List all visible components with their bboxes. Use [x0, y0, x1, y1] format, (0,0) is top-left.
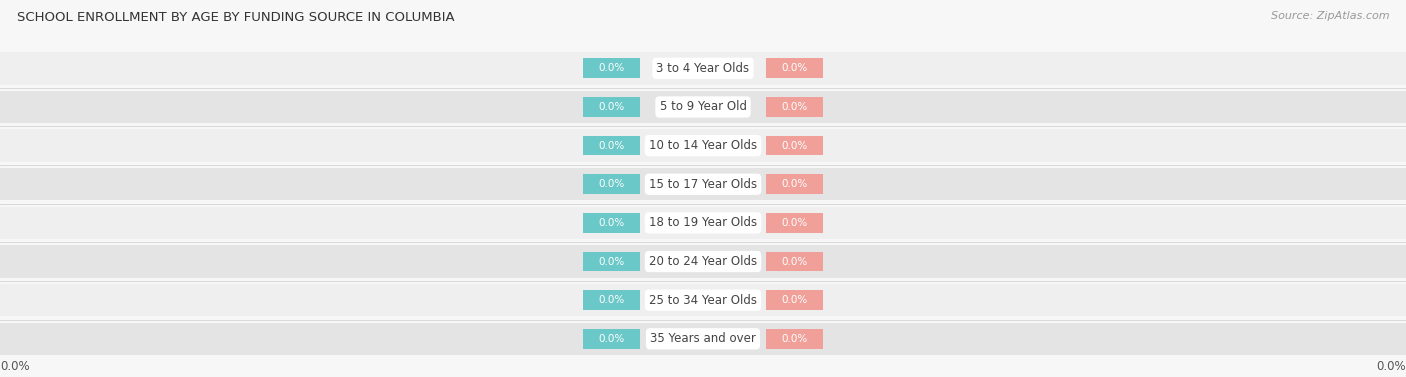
Bar [583, 175, 640, 194]
Bar [0, 245, 1406, 278]
Text: 0.0%: 0.0% [599, 102, 624, 112]
Text: 3 to 4 Year Olds: 3 to 4 Year Olds [657, 62, 749, 75]
Text: 0.0%: 0.0% [599, 218, 624, 228]
Bar [0, 207, 1406, 239]
Text: SCHOOL ENROLLMENT BY AGE BY FUNDING SOURCE IN COLUMBIA: SCHOOL ENROLLMENT BY AGE BY FUNDING SOUR… [17, 11, 454, 24]
Text: 0.0%: 0.0% [782, 334, 807, 344]
Bar [766, 175, 823, 194]
Text: 0.0%: 0.0% [782, 63, 807, 74]
Bar [766, 97, 823, 117]
Bar [583, 329, 640, 349]
Text: 35 Years and over: 35 Years and over [650, 333, 756, 345]
Bar [0, 168, 1406, 201]
Text: 0.0%: 0.0% [0, 360, 30, 373]
Bar [0, 52, 1406, 84]
Text: 0.0%: 0.0% [599, 179, 624, 189]
Text: 0.0%: 0.0% [599, 141, 624, 151]
Bar [583, 290, 640, 310]
Bar [0, 284, 1406, 316]
Text: 0.0%: 0.0% [599, 63, 624, 74]
Text: 20 to 24 Year Olds: 20 to 24 Year Olds [650, 255, 756, 268]
Text: Source: ZipAtlas.com: Source: ZipAtlas.com [1271, 11, 1389, 21]
Bar [583, 213, 640, 233]
Bar [766, 252, 823, 271]
Text: 0.0%: 0.0% [782, 102, 807, 112]
Text: 10 to 14 Year Olds: 10 to 14 Year Olds [650, 139, 756, 152]
Text: 0.0%: 0.0% [782, 295, 807, 305]
Text: 25 to 34 Year Olds: 25 to 34 Year Olds [650, 294, 756, 307]
Text: 0.0%: 0.0% [782, 141, 807, 151]
Bar [583, 136, 640, 155]
Text: 0.0%: 0.0% [782, 179, 807, 189]
Bar [766, 290, 823, 310]
Bar [0, 323, 1406, 355]
Bar [766, 136, 823, 155]
Text: 18 to 19 Year Olds: 18 to 19 Year Olds [650, 216, 756, 229]
Text: 0.0%: 0.0% [1376, 360, 1406, 373]
Text: 5 to 9 Year Old: 5 to 9 Year Old [659, 101, 747, 113]
Bar [766, 58, 823, 78]
Bar [0, 91, 1406, 123]
Bar [583, 252, 640, 271]
Text: 0.0%: 0.0% [782, 256, 807, 267]
Text: 0.0%: 0.0% [782, 218, 807, 228]
Bar [583, 58, 640, 78]
Text: 0.0%: 0.0% [599, 256, 624, 267]
Text: 15 to 17 Year Olds: 15 to 17 Year Olds [650, 178, 756, 191]
Text: 0.0%: 0.0% [599, 334, 624, 344]
Bar [766, 213, 823, 233]
Bar [583, 97, 640, 117]
Bar [766, 329, 823, 349]
Bar [0, 129, 1406, 162]
Text: 0.0%: 0.0% [599, 295, 624, 305]
